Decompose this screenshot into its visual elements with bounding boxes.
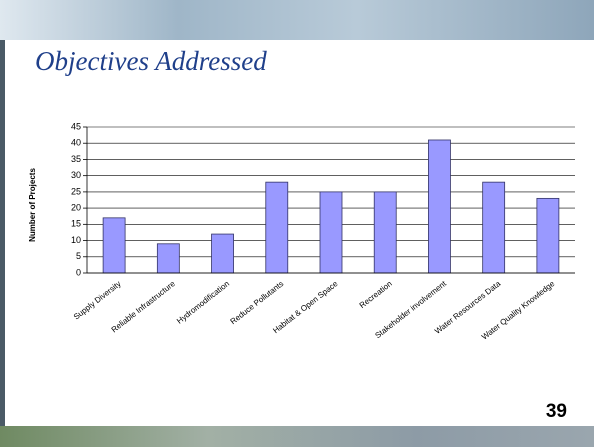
y-tick-label: 40 bbox=[71, 138, 81, 148]
left-border bbox=[0, 40, 5, 426]
y-axis-label: Number of Projects bbox=[28, 168, 37, 242]
bar bbox=[537, 198, 559, 273]
bar bbox=[103, 218, 125, 273]
y-tick-label: 5 bbox=[76, 251, 81, 261]
bar bbox=[157, 244, 179, 273]
y-tick-label: 25 bbox=[71, 186, 81, 196]
slide-title: Objectives Addressed bbox=[35, 46, 267, 76]
bar bbox=[374, 192, 396, 273]
y-tick-label: 45 bbox=[71, 121, 81, 131]
bar bbox=[266, 182, 288, 273]
y-tick-label: 20 bbox=[71, 202, 81, 212]
y-tick-label: 15 bbox=[71, 219, 81, 229]
slide: Objectives Addressed 39 Number of Projec… bbox=[0, 0, 594, 447]
bar bbox=[428, 140, 450, 273]
y-tick-label: 35 bbox=[71, 154, 81, 164]
bar bbox=[483, 182, 505, 273]
y-tick-label: 0 bbox=[76, 267, 81, 277]
y-tick-label: 30 bbox=[71, 170, 81, 180]
bar bbox=[320, 192, 342, 273]
top-banner bbox=[0, 0, 594, 40]
page-number: 39 bbox=[546, 401, 567, 422]
bottom-banner bbox=[0, 426, 594, 447]
bar bbox=[212, 234, 234, 273]
y-tick-label: 10 bbox=[71, 235, 81, 245]
